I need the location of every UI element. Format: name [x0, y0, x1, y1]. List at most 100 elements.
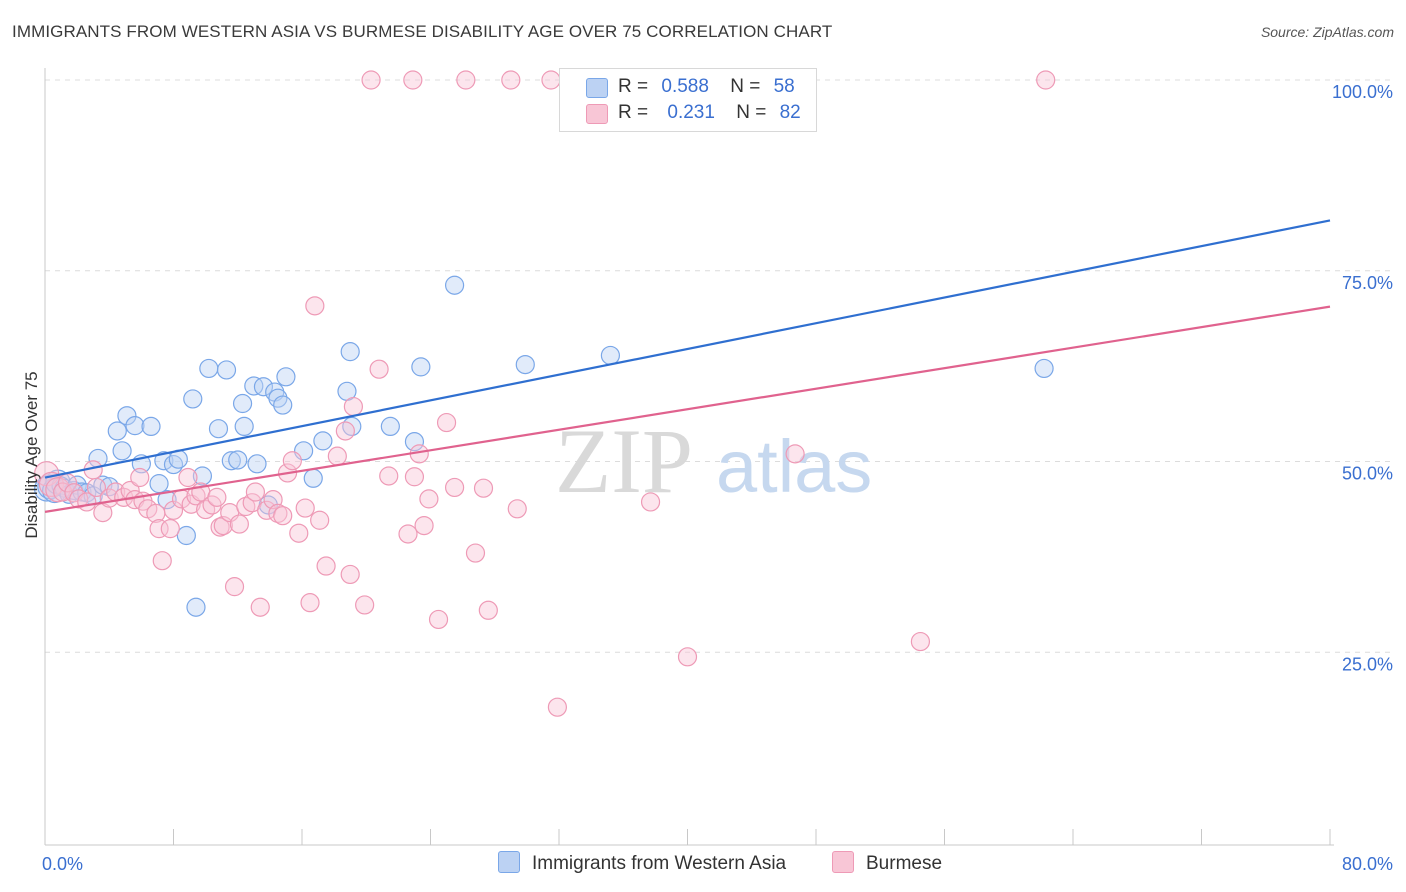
data-point [313, 431, 333, 451]
data-point [436, 412, 457, 433]
legend-r-value: 0.231 [667, 102, 715, 123]
watermark-zip: ZIP [555, 410, 693, 512]
data-point [444, 275, 465, 295]
data-point [295, 498, 315, 518]
data-point [86, 477, 107, 498]
data-point [289, 523, 309, 543]
data-point [186, 597, 206, 617]
series-burmese-points [34, 70, 1056, 717]
data-point [335, 421, 355, 441]
data-point [229, 514, 249, 534]
legend-n-label: N = [730, 76, 761, 97]
data-point [247, 454, 267, 474]
data-point [210, 517, 230, 537]
y-axis-label: Disability Age Over 75 [22, 371, 41, 539]
data-point [130, 467, 150, 488]
data-point [404, 432, 425, 452]
data-point [176, 525, 196, 546]
data-point [268, 388, 288, 408]
data-point [340, 564, 360, 585]
legend-r-label: R = [618, 76, 649, 97]
data-point [310, 510, 330, 530]
data-point [404, 467, 425, 487]
y-tick-label: 100.0% [1332, 82, 1393, 102]
data-point [207, 487, 227, 507]
data-point [403, 70, 423, 90]
data-point [1034, 358, 1054, 379]
data-point [501, 70, 521, 90]
data-point [305, 296, 325, 316]
legend-r-value: 0.588 [661, 76, 709, 97]
data-point [1036, 70, 1056, 90]
legend-box: R = 0.588 N = 58 R = 0.231 N = 82 [559, 68, 817, 132]
data-point [473, 478, 494, 498]
data-point [361, 70, 381, 90]
data-point [107, 421, 127, 441]
bottom-legend-label: Burmese [866, 853, 943, 874]
data-point [303, 468, 323, 488]
data-point [428, 609, 449, 630]
data-point [125, 416, 145, 436]
data-point [232, 393, 253, 414]
data-point [157, 490, 177, 510]
data-point [234, 416, 254, 437]
data-point [282, 451, 302, 471]
x-tick-label: 80.0% [1342, 854, 1393, 874]
data-point [163, 500, 184, 520]
data-point [369, 359, 389, 379]
data-point [785, 444, 805, 464]
data-point [547, 697, 567, 717]
data-point [117, 406, 137, 426]
data-point [316, 556, 336, 576]
legend-row-burmese: R = 0.231 N = 82 [586, 102, 801, 124]
data-point [507, 499, 527, 519]
data-point [380, 416, 400, 437]
data-point [515, 354, 535, 375]
data-point [208, 419, 229, 439]
data-point [414, 515, 434, 536]
tick-labels: 25.0% 50.0% 75.0% 100.0% 0.0% 80.0% [42, 82, 1393, 874]
data-point [178, 467, 198, 488]
axes [44, 68, 1334, 846]
legend-swatch-pink [586, 104, 608, 124]
data-point [677, 647, 698, 667]
source-label: Source: ZipAtlas.com [1260, 24, 1394, 40]
data-point [340, 342, 360, 362]
data-point [228, 450, 248, 470]
data-point [253, 377, 274, 397]
data-point [327, 446, 347, 466]
y-tick-label: 25.0% [1342, 654, 1393, 674]
data-point [160, 519, 180, 539]
data-point [45, 477, 71, 503]
data-point [456, 70, 476, 90]
data-point [152, 551, 172, 571]
bottom-legend-swatch-pink [832, 851, 854, 873]
data-point [199, 358, 219, 379]
data-point [910, 631, 931, 652]
data-point [221, 451, 241, 471]
data-point [245, 482, 266, 502]
data-point [379, 466, 399, 486]
bottom-legend-burmese: Burmese [832, 851, 942, 875]
data-point [149, 519, 169, 539]
data-point [273, 506, 293, 526]
trend-line [44, 219, 1331, 479]
data-point [640, 492, 661, 512]
trend-lines [44, 219, 1331, 513]
bottom-legend-label: Immigrants from Western Asia [532, 853, 787, 874]
trend-line [44, 305, 1331, 513]
data-point [419, 489, 439, 509]
y-tick-label: 50.0% [1342, 464, 1393, 484]
data-point [244, 376, 264, 396]
data-point [192, 466, 213, 486]
data-point [224, 577, 245, 597]
data-point [343, 396, 363, 417]
watermark: ZIP atlas [555, 410, 872, 512]
legend-row-western-asia: R = 0.588 N = 58 [586, 76, 795, 98]
data-point [273, 395, 293, 415]
x-tick-label: 0.0% [42, 854, 83, 874]
data-point [216, 360, 237, 380]
legend-n-value: 82 [779, 102, 801, 123]
data-point [250, 597, 270, 617]
